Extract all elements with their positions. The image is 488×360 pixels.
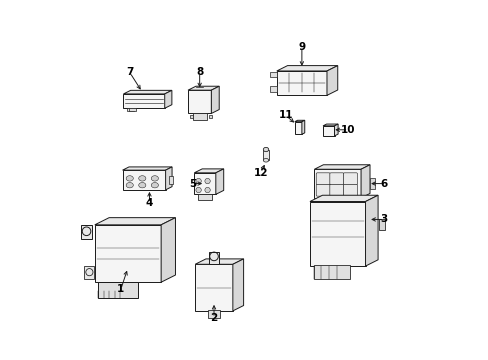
Text: 10: 10 xyxy=(341,125,355,135)
Polygon shape xyxy=(323,124,337,126)
FancyBboxPatch shape xyxy=(195,264,232,311)
Ellipse shape xyxy=(263,158,268,162)
FancyBboxPatch shape xyxy=(314,169,360,198)
Ellipse shape xyxy=(139,183,145,188)
FancyBboxPatch shape xyxy=(329,173,343,185)
Polygon shape xyxy=(360,165,369,198)
Text: 5: 5 xyxy=(188,179,196,189)
Polygon shape xyxy=(194,169,223,173)
FancyBboxPatch shape xyxy=(123,94,164,108)
Polygon shape xyxy=(326,66,337,95)
Polygon shape xyxy=(195,259,243,264)
Polygon shape xyxy=(187,86,219,90)
Bar xyxy=(128,108,136,111)
Polygon shape xyxy=(123,90,171,94)
Text: 11: 11 xyxy=(278,111,292,121)
Polygon shape xyxy=(301,120,304,134)
Text: 1: 1 xyxy=(117,284,124,294)
Polygon shape xyxy=(294,120,304,122)
Bar xyxy=(127,108,134,111)
Polygon shape xyxy=(334,124,337,136)
FancyBboxPatch shape xyxy=(343,184,357,196)
Ellipse shape xyxy=(196,187,201,193)
Bar xyxy=(168,176,173,184)
Ellipse shape xyxy=(126,183,133,188)
Bar xyxy=(270,72,276,77)
Text: 2: 2 xyxy=(210,313,217,323)
Bar xyxy=(208,252,219,264)
Polygon shape xyxy=(161,218,175,282)
FancyBboxPatch shape xyxy=(323,126,334,136)
Bar xyxy=(209,115,211,118)
Ellipse shape xyxy=(204,179,210,184)
FancyBboxPatch shape xyxy=(294,122,301,134)
FancyBboxPatch shape xyxy=(329,184,343,196)
Bar xyxy=(98,282,138,298)
FancyBboxPatch shape xyxy=(316,184,329,196)
Polygon shape xyxy=(232,259,243,311)
FancyBboxPatch shape xyxy=(316,173,329,185)
Ellipse shape xyxy=(263,147,268,152)
FancyBboxPatch shape xyxy=(309,202,365,266)
FancyBboxPatch shape xyxy=(276,71,326,95)
Polygon shape xyxy=(211,86,219,113)
Bar xyxy=(207,310,220,318)
Text: 3: 3 xyxy=(380,215,387,224)
Polygon shape xyxy=(95,218,175,225)
Text: 7: 7 xyxy=(126,67,133,77)
Text: 9: 9 xyxy=(298,42,305,52)
Polygon shape xyxy=(122,167,172,170)
Text: 4: 4 xyxy=(145,198,153,208)
Polygon shape xyxy=(164,90,171,108)
Ellipse shape xyxy=(151,183,158,188)
Bar xyxy=(190,115,192,118)
Polygon shape xyxy=(309,195,377,202)
Bar xyxy=(192,113,206,120)
Ellipse shape xyxy=(139,176,145,181)
Ellipse shape xyxy=(196,179,201,184)
Ellipse shape xyxy=(204,187,210,193)
Polygon shape xyxy=(365,195,377,266)
Text: 12: 12 xyxy=(253,168,267,178)
FancyBboxPatch shape xyxy=(187,90,211,113)
Bar xyxy=(81,225,92,239)
Polygon shape xyxy=(314,165,369,169)
Ellipse shape xyxy=(126,176,133,181)
FancyBboxPatch shape xyxy=(95,225,161,282)
Bar xyxy=(378,220,385,230)
FancyBboxPatch shape xyxy=(343,173,357,185)
Text: 6: 6 xyxy=(380,179,387,189)
Polygon shape xyxy=(215,169,223,194)
FancyBboxPatch shape xyxy=(194,173,215,194)
Bar xyxy=(198,194,211,200)
FancyBboxPatch shape xyxy=(122,170,165,190)
Polygon shape xyxy=(276,66,337,71)
Ellipse shape xyxy=(151,176,158,181)
Bar xyxy=(270,86,276,92)
Polygon shape xyxy=(165,167,172,190)
Bar xyxy=(263,149,268,160)
Bar xyxy=(369,178,374,189)
Bar xyxy=(84,266,94,279)
Bar xyxy=(313,265,349,279)
Text: 8: 8 xyxy=(196,67,203,77)
